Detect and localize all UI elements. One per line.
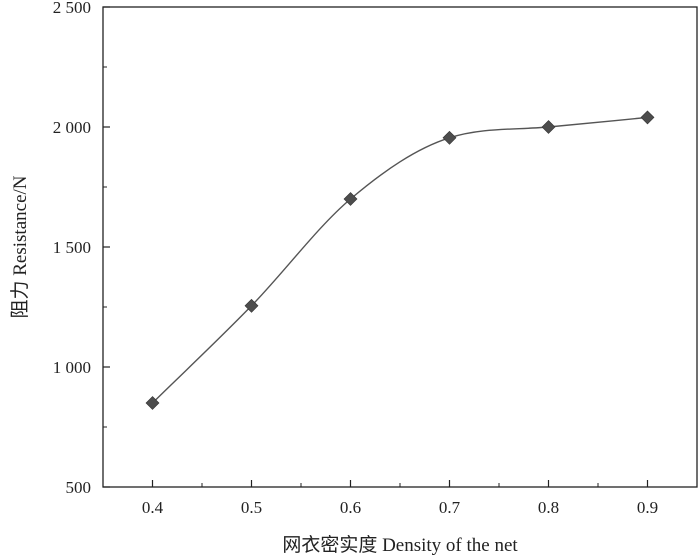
data-point-marker bbox=[244, 298, 259, 313]
plot-frame bbox=[102, 6, 698, 488]
x-tick-label: 0.9 bbox=[637, 498, 658, 517]
y-tick-label: 2 000 bbox=[53, 118, 91, 137]
data-point-marker bbox=[442, 130, 457, 145]
y-axis-ticks: 500 1 000 1 500 2 000 2 500 bbox=[53, 0, 110, 497]
x-tick-label: 0.8 bbox=[538, 498, 559, 517]
x-axis-title: 网衣密实度 Density of the net bbox=[282, 534, 518, 556]
y-tick-label: 2 500 bbox=[53, 0, 91, 17]
x-axis-ticks: 0.4 0.5 0.6 0.7 0.8 0.9 bbox=[102, 480, 658, 517]
data-point-marker bbox=[145, 396, 160, 410]
data-point-marker bbox=[343, 192, 358, 206]
x-tick-label: 0.6 bbox=[340, 498, 361, 517]
y-axis-title: 阻力 Resistance/N bbox=[9, 175, 31, 318]
series-markers bbox=[145, 110, 655, 410]
data-point-marker bbox=[640, 110, 655, 125]
data-point-marker bbox=[541, 120, 556, 134]
series-line bbox=[152, 116, 648, 404]
x-tick-label: 0.7 bbox=[439, 498, 461, 517]
x-tick-label: 0.4 bbox=[142, 498, 164, 517]
y-tick-label: 1 500 bbox=[53, 238, 91, 257]
x-tick-label: 0.5 bbox=[241, 498, 262, 517]
y-tick-label: 500 bbox=[66, 478, 92, 497]
y-tick-label: 1 000 bbox=[53, 358, 91, 377]
